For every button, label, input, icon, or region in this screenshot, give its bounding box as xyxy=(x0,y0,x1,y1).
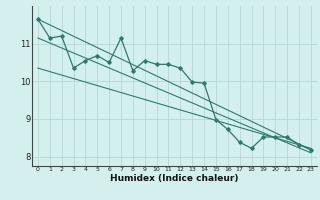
X-axis label: Humidex (Indice chaleur): Humidex (Indice chaleur) xyxy=(110,174,239,183)
